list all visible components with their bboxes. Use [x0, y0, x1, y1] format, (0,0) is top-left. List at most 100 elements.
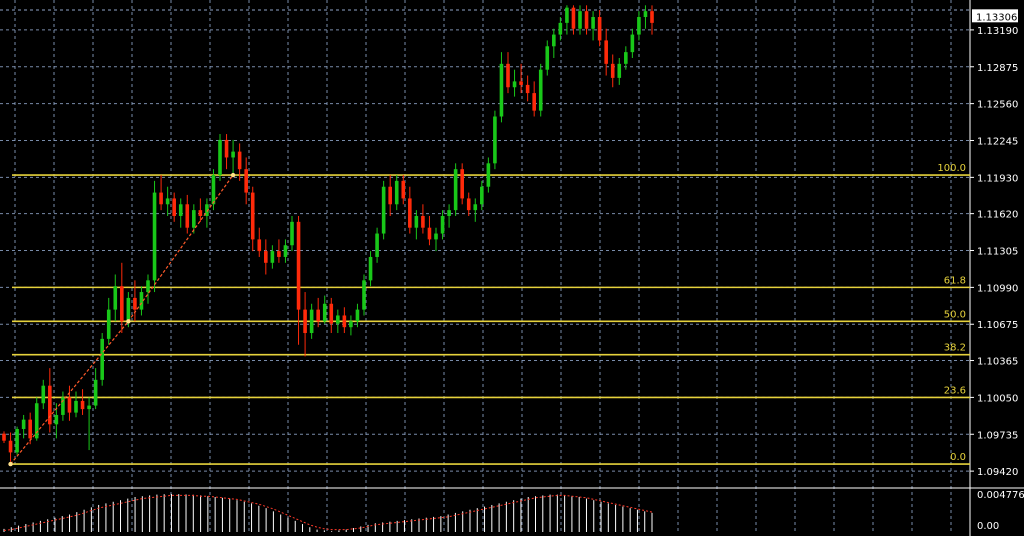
candle-body — [480, 186, 484, 205]
zigzag-point — [8, 461, 13, 467]
candle-body — [624, 52, 628, 64]
candle-body — [106, 309, 111, 339]
candle-body — [80, 400, 85, 410]
candle-body — [637, 17, 641, 35]
candle-body — [139, 292, 144, 310]
candle-body — [61, 397, 65, 415]
candle-body — [48, 385, 52, 425]
candle-body — [277, 251, 281, 257]
candle-body — [375, 233, 379, 257]
candle-body — [355, 309, 360, 322]
candle-body — [290, 221, 294, 246]
candle-body — [264, 251, 268, 263]
candle-body — [466, 198, 471, 211]
candle-body — [362, 280, 366, 310]
candle-body — [388, 186, 392, 205]
candle-body — [257, 239, 262, 252]
zigzag-line — [8, 172, 236, 467]
candle-body — [133, 297, 137, 310]
current-price-label: 1.13306 — [976, 12, 1017, 23]
candle-body — [205, 204, 209, 216]
candle-body — [100, 338, 104, 380]
price-tick-label: 1.10990 — [977, 283, 1018, 294]
candle-body — [460, 169, 464, 199]
candle-body — [519, 81, 523, 85]
candle-body — [558, 22, 563, 35]
candle-body — [525, 84, 530, 94]
candle-body — [610, 63, 615, 78]
candle-body — [499, 63, 504, 117]
candle-body — [54, 414, 59, 425]
candle-body — [336, 315, 340, 324]
candle-body — [486, 163, 491, 187]
candle-body — [2, 433, 6, 441]
price-tick-label: 1.11620 — [977, 210, 1018, 221]
fib-level-label: 0.0 — [950, 452, 966, 463]
candle-body — [244, 169, 248, 193]
candle-body — [74, 400, 78, 413]
candle-body — [538, 69, 543, 111]
candle-body — [473, 204, 478, 211]
candle-body — [421, 215, 425, 228]
candle-body — [15, 428, 19, 453]
candle-body — [250, 192, 255, 240]
candle-body — [309, 309, 314, 334]
candle-body — [218, 139, 222, 176]
price-tick-label: 1.11930 — [977, 173, 1018, 184]
candle-body — [578, 11, 582, 29]
candle-body — [126, 297, 131, 322]
candle-body — [41, 385, 46, 404]
candle-body — [414, 215, 419, 228]
candle-body — [283, 245, 288, 257]
candle-body — [113, 286, 118, 310]
candle-body — [120, 286, 124, 322]
candle-body — [192, 210, 196, 228]
candle-body — [146, 280, 150, 293]
fib-level-label: 50.0 — [944, 309, 966, 320]
candle-body — [329, 303, 334, 324]
candle-body — [152, 192, 157, 281]
fib-level-label: 100.0 — [937, 163, 966, 174]
candle-body — [165, 198, 170, 205]
fibonacci-retracement[interactable]: 100.0 61.8 50.0 38.2 23.6 0.0 — [12, 163, 970, 465]
candle-body — [185, 204, 190, 228]
candle-body — [440, 215, 445, 234]
candle-body — [453, 169, 458, 211]
price-tick-label: 1.13190 — [977, 26, 1018, 37]
candle-body — [178, 204, 183, 216]
candle-body — [584, 11, 589, 29]
candle-body — [493, 116, 497, 164]
candle-body — [571, 7, 576, 29]
candle-body — [296, 221, 301, 310]
oscillator-tick-label: 0.00 — [977, 521, 999, 532]
candle-body — [93, 379, 98, 406]
candle-body — [650, 11, 654, 23]
candle-body — [394, 180, 399, 205]
candle-body — [604, 40, 608, 64]
candle-body — [447, 210, 451, 216]
candle-body — [21, 419, 26, 429]
candle-body — [368, 256, 373, 281]
candle-body — [270, 251, 275, 263]
candle-body — [532, 93, 536, 111]
candle-body — [224, 139, 229, 158]
price-tick-label: 1.12875 — [977, 63, 1018, 74]
candle-body — [512, 81, 517, 88]
price-tick-label: 1.11305 — [977, 247, 1018, 258]
candle-body — [591, 17, 595, 29]
price-tick-label: 1.09420 — [977, 467, 1018, 478]
price-tick-label: 1.10365 — [977, 357, 1018, 368]
candlestick-series — [2, 5, 654, 462]
candle-body — [316, 309, 320, 322]
candle-body — [506, 63, 510, 88]
candle-body — [342, 315, 347, 328]
candle-body — [87, 405, 91, 410]
price-axis[interactable]: 1.13190 1.12875 1.12560 1.12245 1.11930 1.116… — [970, 9, 1024, 532]
candle-body — [34, 403, 39, 439]
candle-body — [643, 11, 648, 18]
candle-body — [198, 210, 203, 216]
candle-body — [565, 7, 569, 23]
candle-body — [303, 309, 307, 334]
fib-level-label: 38.2 — [944, 343, 966, 354]
